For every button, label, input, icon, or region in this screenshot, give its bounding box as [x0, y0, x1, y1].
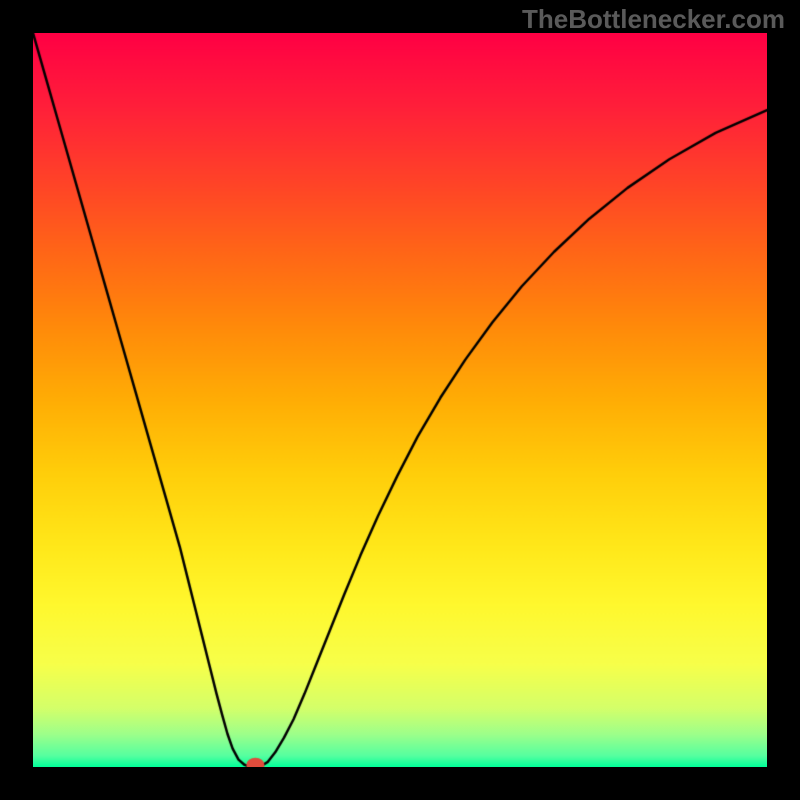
- plot-area: [33, 33, 767, 767]
- plot-canvas: [33, 33, 767, 767]
- watermark-label: TheBottlenecker.com: [522, 4, 785, 35]
- chart-frame: TheBottlenecker.com: [0, 0, 800, 800]
